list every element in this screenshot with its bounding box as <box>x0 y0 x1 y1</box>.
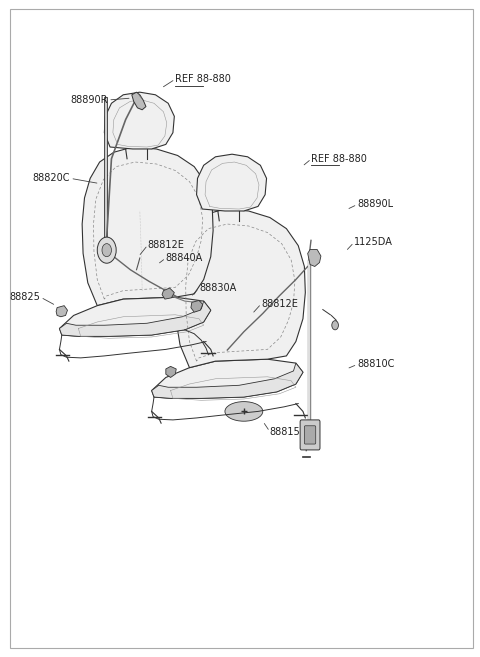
Circle shape <box>102 244 111 257</box>
Polygon shape <box>174 209 305 368</box>
Polygon shape <box>162 288 174 299</box>
Text: 88890L: 88890L <box>357 200 394 210</box>
Ellipse shape <box>225 401 263 421</box>
Text: 88890R: 88890R <box>71 95 108 105</box>
Polygon shape <box>308 250 321 267</box>
Circle shape <box>97 237 116 263</box>
Polygon shape <box>132 92 146 110</box>
FancyBboxPatch shape <box>304 426 316 444</box>
Text: 88810C: 88810C <box>357 359 395 369</box>
Polygon shape <box>152 359 303 398</box>
Polygon shape <box>166 367 176 378</box>
Polygon shape <box>56 306 68 317</box>
FancyBboxPatch shape <box>300 420 320 450</box>
Polygon shape <box>152 363 303 398</box>
Polygon shape <box>60 297 211 336</box>
Polygon shape <box>191 300 203 312</box>
Text: REF 88-880: REF 88-880 <box>312 154 367 164</box>
Text: 88840A: 88840A <box>166 253 203 263</box>
Polygon shape <box>60 301 211 336</box>
Polygon shape <box>104 97 107 237</box>
Text: 88812E: 88812E <box>261 299 298 309</box>
Text: 88812E: 88812E <box>148 240 185 250</box>
Polygon shape <box>82 147 213 306</box>
Polygon shape <box>197 154 266 211</box>
Text: 88820C: 88820C <box>33 173 70 183</box>
Text: REF 88-880: REF 88-880 <box>175 74 231 84</box>
Text: 88830A: 88830A <box>199 283 236 293</box>
Text: 88825: 88825 <box>10 292 40 302</box>
Text: 1125DA: 1125DA <box>354 237 393 247</box>
Circle shape <box>332 321 338 330</box>
Text: 88815: 88815 <box>270 426 300 437</box>
Polygon shape <box>104 92 174 149</box>
